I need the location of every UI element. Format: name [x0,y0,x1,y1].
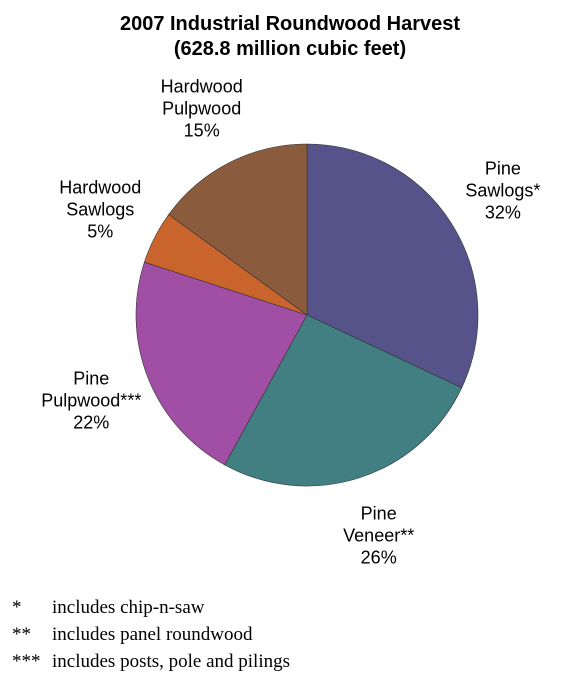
footnote-1: * includes chip-n-saw [12,594,290,621]
chart-subtitle: (628.8 million cubic feet) [174,38,406,60]
footnote-text: includes posts, pole and pilings [52,651,291,672]
slice-label: Pine Sawlogs* 32% [465,159,540,223]
footnote-mark: *** [12,651,41,672]
footnotes: * includes chip-n-saw ** includes panel ro… [12,594,290,675]
slice-name: Pine [73,368,109,388]
slice-name: Pulpwood*** [41,390,141,410]
footnote-mark: ** [12,624,31,645]
slice-label: Pine Pulpwood*** 22% [41,368,141,432]
slice-percent: 26% [361,548,397,568]
pie-labels: Pine Sawlogs* 32%Pine Veneer** 26%Pine Pulpwo… [41,76,540,567]
slice-name: Pine [485,159,521,179]
pie-slices [135,143,479,487]
footnote-2: ** includes panel roundwood [12,621,290,648]
slice-percent: 32% [485,203,521,223]
footnote-text: includes chip-n-saw [52,597,205,618]
pie-slice [306,143,479,389]
footnote-text: includes panel roundwood [52,624,253,645]
slice-label: Hardwood Pulpwood 15% [161,76,243,140]
slice-label: Pine Veneer** 26% [343,504,414,568]
pie-slice [135,261,308,466]
pie-slice [224,314,463,487]
slice-percent: 15% [184,120,220,140]
slice-percent: 22% [73,412,109,432]
slice-name: Pulpwood [162,98,241,118]
slice-name: Pine [361,504,397,524]
slice-percent: 5% [87,222,113,242]
footnote-mark: * [12,597,22,618]
pie-slice [168,143,308,316]
slice-name: Sawlogs [66,200,134,220]
slice-name: Hardwood [59,178,141,198]
chart-title: 2007 Industrial Roundwood Harvest [120,13,460,35]
slice-name: Hardwood [161,76,243,96]
slice-name: Veneer** [343,526,414,546]
footnote-3: *** includes posts, pole and pilings [12,648,290,675]
slice-label: Hardwood Sawlogs 5% [59,178,141,242]
slice-name: Sawlogs* [465,181,540,201]
